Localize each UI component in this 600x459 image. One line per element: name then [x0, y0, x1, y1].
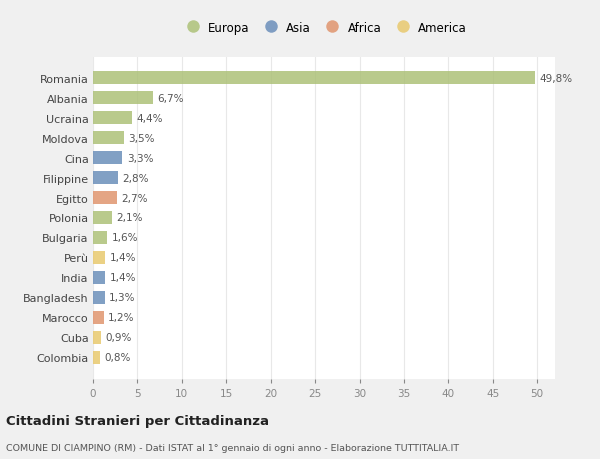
Text: 3,5%: 3,5% [128, 133, 155, 143]
Bar [93, 351, 100, 364]
Bar [93, 311, 104, 324]
Bar [93, 231, 107, 245]
Bar [93, 72, 535, 85]
Text: 1,4%: 1,4% [110, 273, 136, 283]
Bar [93, 112, 132, 125]
Bar [93, 252, 106, 264]
Text: 2,8%: 2,8% [122, 173, 149, 183]
Bar [93, 172, 118, 185]
Bar [93, 331, 101, 344]
Legend: Europa, Asia, Africa, America: Europa, Asia, Africa, America [181, 22, 467, 34]
Text: Cittadini Stranieri per Cittadinanza: Cittadini Stranieri per Cittadinanza [6, 414, 269, 428]
Text: 1,3%: 1,3% [109, 293, 136, 303]
Bar [93, 271, 106, 284]
Text: 0,9%: 0,9% [106, 333, 132, 342]
Text: 3,3%: 3,3% [127, 153, 153, 163]
Text: 1,2%: 1,2% [108, 313, 134, 323]
Text: 49,8%: 49,8% [540, 73, 573, 84]
Text: 0,8%: 0,8% [104, 353, 131, 363]
Text: 2,1%: 2,1% [116, 213, 143, 223]
Text: 2,7%: 2,7% [121, 193, 148, 203]
Bar [93, 152, 122, 165]
Text: 6,7%: 6,7% [157, 94, 184, 103]
Bar [93, 92, 152, 105]
Bar [93, 132, 124, 145]
Bar [93, 212, 112, 224]
Text: COMUNE DI CIAMPINO (RM) - Dati ISTAT al 1° gennaio di ogni anno - Elaborazione T: COMUNE DI CIAMPINO (RM) - Dati ISTAT al … [6, 443, 459, 452]
Bar [93, 191, 117, 205]
Bar [93, 291, 104, 304]
Text: 1,6%: 1,6% [112, 233, 138, 243]
Text: 1,4%: 1,4% [110, 253, 136, 263]
Text: 4,4%: 4,4% [137, 113, 163, 123]
